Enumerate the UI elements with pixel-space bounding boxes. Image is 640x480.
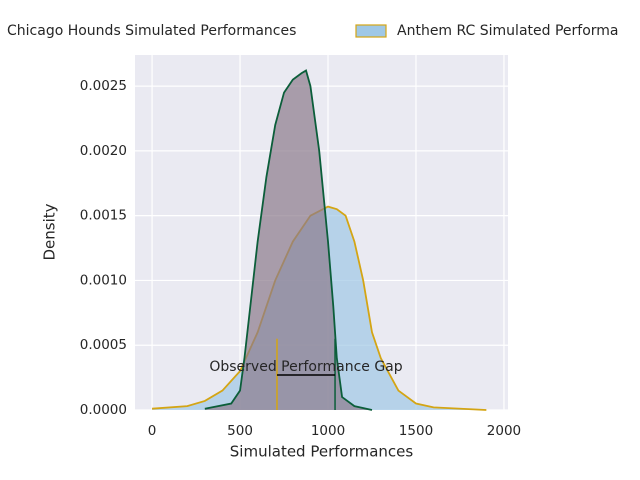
x-tick-label: 1000 (311, 423, 345, 439)
legend-label: Chicago Hounds Simulated Performances (7, 23, 296, 39)
y-tick-label: 0.0025 (80, 78, 127, 94)
annotation: Observed Performance Gap (209, 359, 402, 375)
y-tick-label: 0.0015 (80, 208, 127, 224)
x-tick-label: 0 (148, 423, 157, 439)
legend-label: Anthem RC Simulated Performa (397, 23, 619, 39)
legend-swatch (355, 24, 387, 38)
x-tick-label: 500 (227, 423, 253, 439)
y-tick-label: 0.0000 (80, 402, 127, 418)
y-tick-label: 0.0005 (80, 337, 127, 353)
x-tick-label: 1500 (399, 423, 433, 439)
x-tick-label: 2000 (487, 423, 521, 439)
density-line (152, 205, 487, 411)
x-axis-label: Simulated Performances (230, 443, 414, 461)
legend: Chicago Hounds Simulated Performances Ant… (7, 23, 619, 39)
y-axis-label: Density (41, 203, 59, 260)
density-line (204, 69, 373, 411)
y-tick-label: 0.0020 (80, 143, 127, 159)
y-tick-label: 0.0010 (80, 272, 127, 288)
density-area (204, 70, 372, 410)
